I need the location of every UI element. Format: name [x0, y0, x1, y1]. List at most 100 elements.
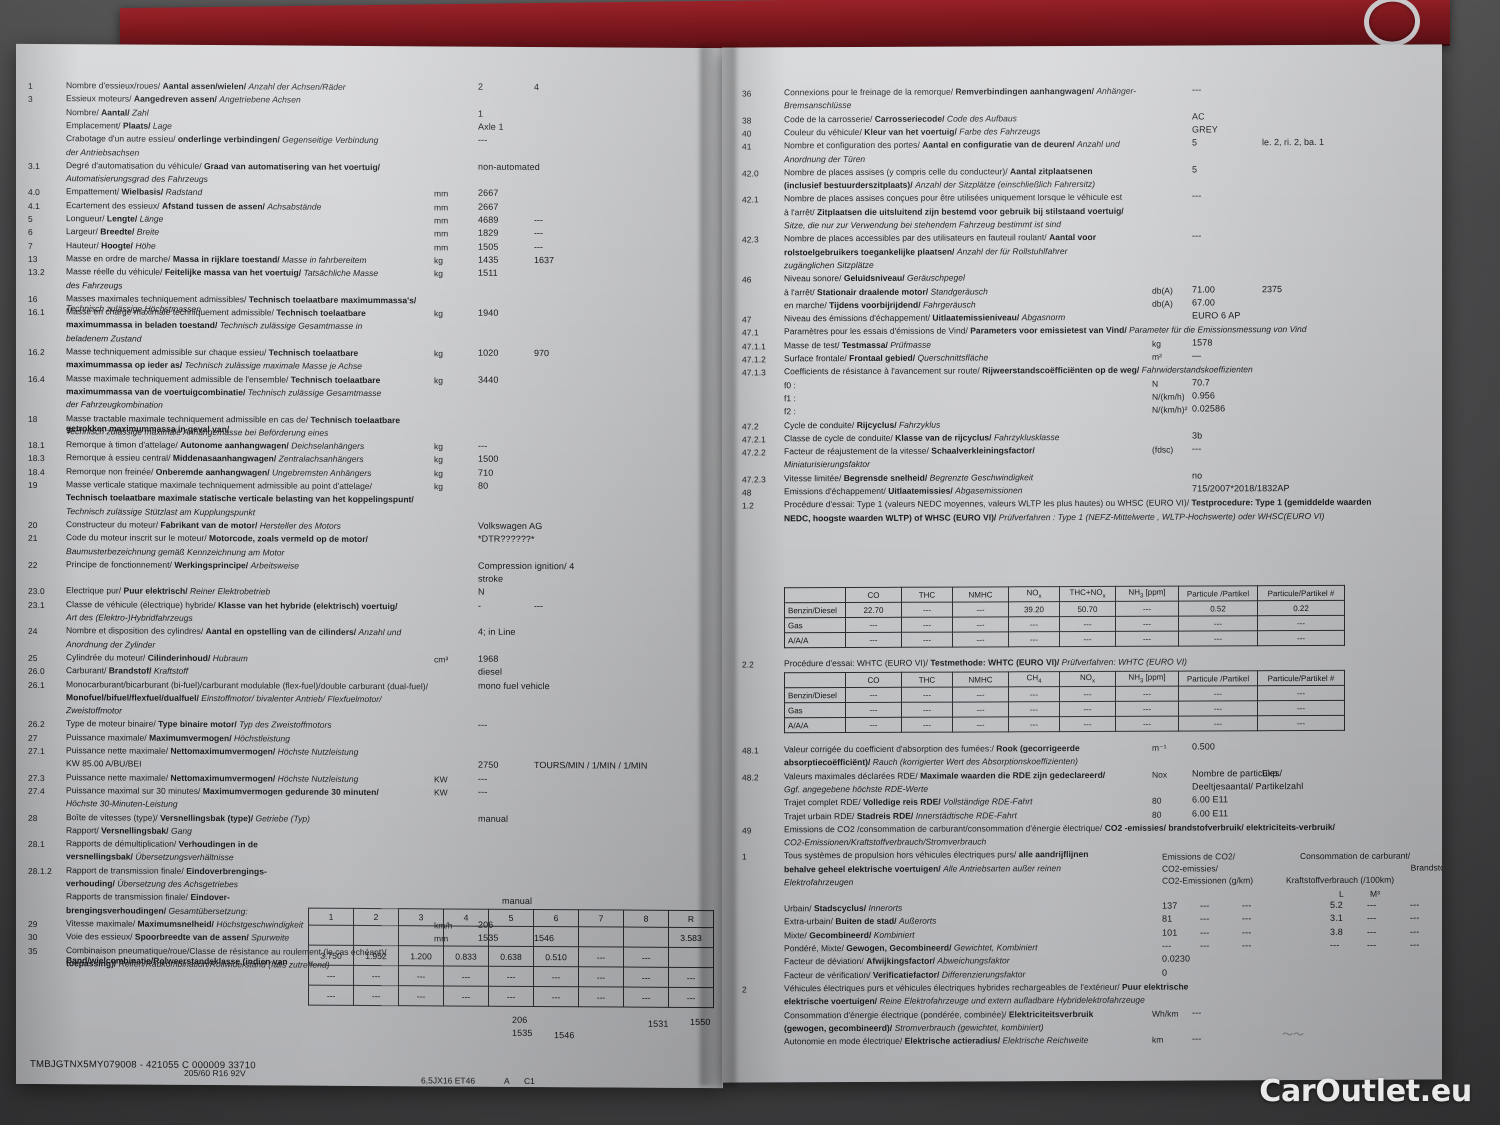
emission-cell: ---	[1257, 685, 1345, 701]
fuel-value: ---	[1367, 899, 1377, 910]
row-label: f1 :	[784, 393, 796, 404]
row-label: versnellingsbak/ Übersetzungsverhältniss…	[66, 851, 234, 863]
row-label: Longueur/ Lengte/ Länge	[66, 213, 164, 224]
fuel-value: 3.1	[1330, 913, 1343, 924]
row-number: 41	[742, 141, 752, 152]
co2-value: ---	[1200, 927, 1210, 938]
row-unit: kg	[434, 268, 443, 279]
row-number: 28	[28, 812, 38, 823]
row-value-1: AC	[1192, 111, 1205, 122]
row-unit: N	[1152, 378, 1159, 389]
row-label: Trajet urbain RDE/ Stadreis RDE/ Innerst…	[784, 809, 1017, 821]
row-label: Rapports de démultiplication/ Verhouding…	[66, 838, 258, 850]
row-value-2: ---	[534, 215, 543, 226]
row-number: 28.1.2	[28, 865, 52, 876]
emission-cell: ---	[1059, 686, 1116, 702]
co2-value: ---	[1242, 940, 1252, 951]
row-number: 3.1	[28, 160, 40, 171]
gear-cell: ---	[668, 987, 714, 1008]
emission-col-header: THC	[901, 587, 953, 603]
emission-cell: ---	[901, 702, 953, 718]
row-unit: kg	[434, 454, 443, 465]
row-label: der Antriebsachsen	[66, 146, 140, 158]
emission-col-header: NMHC	[952, 586, 1009, 603]
row-number: 25	[28, 652, 38, 663]
emission-col-header: NH3 [ppm]	[1115, 671, 1179, 687]
row-number: 30	[28, 932, 38, 943]
emission-col-header: THC+NOx	[1059, 586, 1116, 602]
document-page-right: 36 Connexions pour le freinage de la remo…	[722, 44, 1442, 1083]
row-number: 47.1.2	[742, 354, 766, 365]
row-number: 1.2	[742, 500, 754, 511]
row-label: Essieux moteurs/ Aangedreven assen/ Ange…	[66, 93, 301, 105]
row-label: Sitze, die nur zur Verwendung bei stehen…	[784, 219, 1062, 231]
row-number: 47	[742, 314, 752, 325]
co2-header-col2-line: Brandstofverbruik/	[1410, 862, 1442, 873]
row-number: 19	[28, 479, 38, 490]
row-number: 4.1	[28, 200, 40, 211]
row-label: f2 :	[784, 406, 796, 417]
row-label: Nombre et disposition des cylindres/ Aan…	[66, 625, 402, 638]
emission-col-header: Particule /Partikel	[1178, 670, 1258, 687]
gear-col-header: 3	[398, 908, 444, 926]
binder-ring-icon	[1364, 0, 1420, 47]
row-number: 16.2	[28, 346, 45, 358]
emission-cell: 50.70	[1059, 601, 1116, 617]
gear-cell	[353, 925, 399, 946]
row-value-1: Deeltjesaantal/ Partikelzahl	[1192, 780, 1304, 792]
gear-cell	[443, 925, 489, 947]
row-unit: mm	[434, 215, 449, 226]
row-value-1: —	[1192, 350, 1202, 361]
row-unit: KW	[434, 787, 448, 798]
row-value-1: N	[478, 587, 485, 598]
row-number: 20	[28, 519, 38, 530]
row-number: 2	[742, 984, 747, 995]
emission-corner-cell	[784, 587, 846, 603]
gear-col-header: 8	[623, 910, 669, 928]
row-unit: 80	[1152, 809, 1162, 820]
row-label: Puissance maximale/ Maximumvermogen/ Höc…	[66, 731, 291, 744]
row-number: 4.0	[28, 187, 40, 198]
row-number: 27.1	[28, 745, 45, 757]
row-value-1: 1500	[478, 454, 499, 465]
row-value-1: stroke	[478, 573, 504, 584]
gear-cell: ---	[623, 967, 669, 988]
emission-cell: ---	[1059, 701, 1116, 717]
gear-table-row: 3.750 1.952 1.200 0.833 0.638 0.510 --- ---	[308, 945, 714, 968]
row-label: Consommation d'énergie électrique (pondé…	[784, 1008, 1094, 1020]
emission-cell: ---	[1115, 601, 1179, 617]
emission-cell: ---	[1115, 716, 1179, 732]
row-label: à l'arrêt/ Stationair draalende motor/ S…	[784, 285, 988, 297]
row-label: Technisch zulässige maximale Anhängemass…	[66, 425, 329, 438]
row-label: Empattement/ Wielbasis/ Radstand	[66, 186, 203, 198]
track-value-4: 1550	[690, 1016, 711, 1028]
tyre-rim: 6,5JX16 ET46	[421, 1075, 476, 1086]
row-number: 42.3	[742, 234, 759, 245]
row-label: Nombre de places accessibles par des uti…	[784, 232, 1097, 244]
row-value-1: 710	[478, 467, 494, 478]
row-value-1: ---	[478, 720, 488, 731]
gear-col-header: 1	[308, 908, 354, 926]
watermark-logo: CarOutlet.eu	[1259, 1074, 1472, 1109]
emission-cell: ---	[1008, 716, 1060, 732]
row-label: Ggf. angegebene höchste RDE-Werte	[784, 783, 929, 795]
gear-cell	[398, 925, 444, 946]
row-number: 7	[28, 240, 33, 251]
row-value-1: ---	[1192, 190, 1202, 201]
emission-cell: ---	[1115, 616, 1179, 632]
row-label: Coefficients de résistance à l'avancemen…	[784, 364, 1253, 377]
row-label: Puissance maximal sur 30 minutes/ Maximu…	[66, 785, 379, 797]
gear-col-header: 2	[353, 908, 399, 926]
row-number: 47.1.3	[742, 367, 766, 378]
row-label: Code de la carrosserie/ Carrosseriecode/…	[784, 112, 1017, 124]
row-value-1: 70.7	[1192, 377, 1210, 388]
co2-header-col1-line: CO2-Emissionen (g/km)	[1162, 875, 1254, 886]
row-value-1: 2750	[478, 759, 499, 771]
emission-cell: ---	[901, 617, 953, 633]
row-label: Niveau sonore/ Geluidsniveau/ Geräuschpe…	[784, 272, 965, 284]
row-label: Classe de véhicule (électrique) hybride/…	[66, 598, 398, 611]
row-label: CO2-Emissionen/Kraftstoffverbrauch/Strom…	[784, 836, 987, 848]
row-number: 26.0	[28, 666, 45, 677]
row-number: 42.0	[742, 168, 759, 179]
emission-cell: ---	[1115, 686, 1179, 702]
